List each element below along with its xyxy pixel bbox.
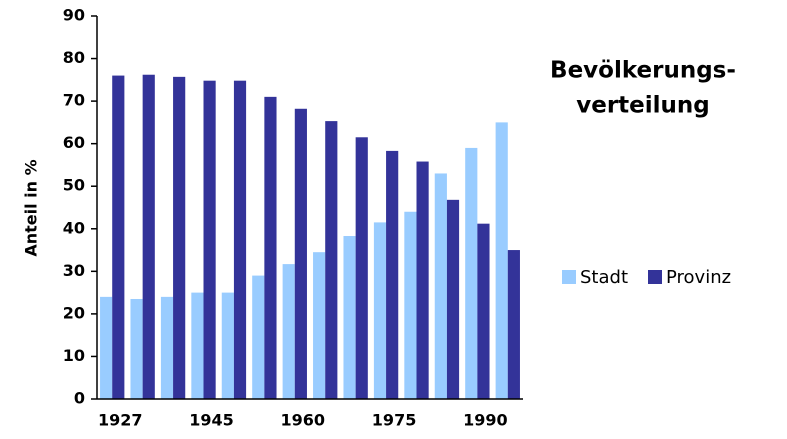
bar [191, 292, 204, 399]
legend-swatch [562, 270, 576, 284]
bar [355, 137, 368, 400]
y-axis-label: Anteil in % [22, 159, 41, 256]
y-tick-label: 90 [63, 6, 85, 25]
chart-title: verteilung [576, 93, 710, 119]
bar [100, 296, 113, 399]
x-tick-label: 1960 [281, 411, 326, 430]
bar [386, 150, 399, 399]
bar [495, 122, 508, 399]
x-tick-label: 1945 [189, 411, 234, 430]
y-tick-label: 0 [74, 389, 85, 408]
bar [130, 298, 143, 399]
x-tick-label: 1990 [463, 411, 508, 430]
bar [160, 296, 174, 399]
y-tick-label: 10 [63, 346, 85, 365]
bar [294, 108, 307, 399]
legend-label: Provinz [666, 267, 731, 288]
x-tick-label: 1975 [372, 411, 417, 430]
bar [221, 292, 234, 399]
chart-title: Bevölkerungs- [550, 58, 736, 84]
bar [112, 75, 125, 400]
bar [325, 121, 338, 400]
bar [404, 211, 417, 399]
bar [282, 264, 295, 399]
bar [203, 80, 216, 399]
bar [264, 96, 277, 399]
bar [373, 222, 387, 399]
legend-swatch [648, 270, 662, 284]
y-tick-label: 20 [63, 303, 85, 322]
bar [233, 80, 247, 399]
y-tick-label: 60 [63, 133, 85, 152]
y-tick-label: 70 [63, 91, 85, 110]
bar [446, 199, 460, 399]
legend-label: Stadt [580, 267, 628, 288]
bar [477, 223, 490, 399]
bar [507, 250, 520, 399]
bar [173, 76, 186, 400]
bar [416, 161, 429, 399]
bar [142, 74, 155, 399]
y-tick-label: 30 [63, 261, 85, 280]
bar [343, 236, 356, 399]
y-tick-label: 50 [63, 176, 85, 195]
bar [434, 173, 447, 399]
x-tick-label: 1927 [98, 411, 143, 430]
y-tick-label: 40 [63, 218, 85, 237]
bar [252, 275, 265, 399]
y-tick-label: 80 [63, 48, 85, 67]
bar [465, 147, 478, 399]
bar [313, 252, 326, 399]
